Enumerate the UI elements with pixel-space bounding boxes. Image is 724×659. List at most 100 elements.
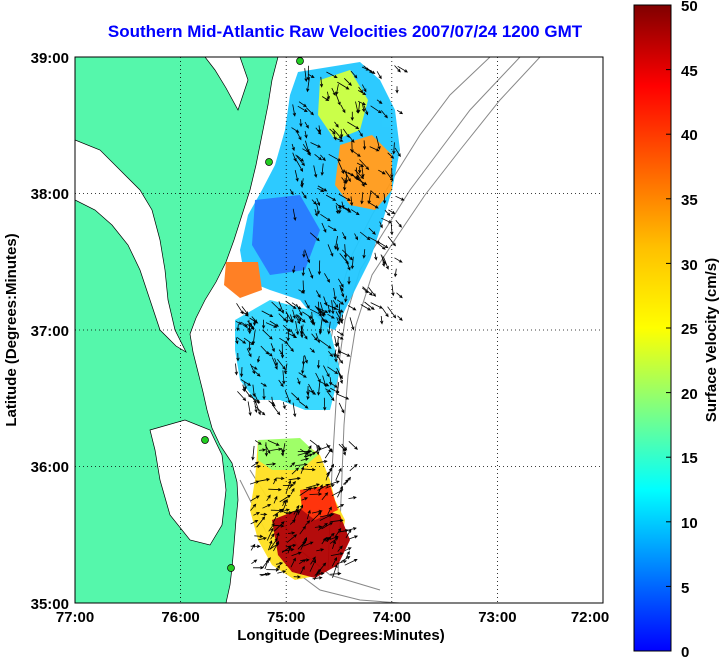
velocity-arrow	[381, 217, 393, 224]
velocity-arrow	[329, 128, 336, 135]
velocity-arrow	[314, 153, 323, 161]
y-tick-label: 37:00	[31, 323, 69, 340]
velocity-arrow	[343, 169, 351, 183]
velocity-arrow	[318, 380, 330, 387]
velocity-arrow	[376, 136, 381, 150]
velocity-arrow	[285, 311, 293, 323]
velocity-arrow	[316, 359, 321, 369]
velocity-arrow	[325, 532, 335, 542]
colorbar-tick-label: 15	[681, 450, 698, 467]
velocity-arrow	[325, 388, 332, 393]
velocity-arrow	[296, 303, 303, 317]
velocity-arrow	[347, 305, 357, 311]
velocity-arrow	[337, 370, 343, 380]
velocity-arrow	[335, 336, 340, 347]
velocity-arrow	[312, 318, 316, 326]
velocity-arrow	[359, 231, 371, 241]
velocity-arrow	[278, 379, 284, 388]
velocity-arrow	[242, 384, 246, 393]
velocity-arrow	[299, 525, 306, 535]
velocity-arrow	[344, 547, 352, 552]
y-tick-label: 36:00	[31, 459, 69, 476]
colorbar-tick-label: 5	[681, 580, 689, 597]
map-grid	[75, 57, 603, 603]
velocity-arrow	[254, 405, 266, 416]
velocity-arrow	[277, 358, 286, 370]
velocity-arrow	[331, 557, 337, 567]
velocity-arrow	[293, 504, 300, 515]
velocity-arrow	[287, 531, 296, 535]
velocity-arrow	[243, 337, 255, 346]
velocity-arrow	[260, 512, 268, 517]
velocity-arrow	[327, 321, 331, 335]
velocity-arrow	[330, 572, 342, 576]
velocity-arrow	[291, 392, 300, 401]
velocity-arrow	[236, 324, 240, 332]
velocity-arrow	[324, 273, 330, 283]
velocity-arrow	[326, 480, 340, 486]
station-marker	[265, 158, 273, 166]
velocity-arrow	[285, 480, 292, 494]
x-axis-label: Longitude (Degrees:Minutes)	[237, 627, 445, 644]
velocity-arrow	[358, 166, 362, 174]
velocity-arrow	[347, 172, 360, 181]
velocity-arrow	[321, 96, 330, 101]
velocity-arrow	[345, 528, 352, 539]
velocity-arrow	[296, 155, 304, 162]
velocity-arrow	[266, 494, 271, 502]
velocity-arrow	[395, 86, 399, 94]
velocity-arrow	[311, 511, 322, 522]
velocity-arrow	[292, 309, 296, 320]
velocity-arrow	[282, 499, 286, 507]
x-tick-label: 74:00	[373, 609, 411, 626]
velocity-arrow	[376, 99, 383, 104]
velocity-arrow	[320, 213, 331, 222]
velocity-arrow	[295, 462, 308, 467]
velocity-arrow	[261, 319, 266, 330]
velocity-arrow	[253, 512, 261, 516]
velocity-arrow	[297, 314, 306, 323]
velocity-arrow	[390, 222, 394, 236]
velocity-arrow	[249, 323, 254, 331]
velocity-arrow	[272, 405, 281, 416]
colorbar-tick-label: 35	[681, 192, 698, 209]
velocity-arrow	[273, 521, 285, 532]
velocity-arrow	[234, 363, 238, 376]
velocity-arrow	[376, 71, 382, 80]
velocity-arrow	[350, 70, 358, 79]
velocity-arrow	[328, 153, 342, 162]
velocity-arrow	[317, 260, 322, 276]
velocity-arrow	[303, 541, 314, 547]
y-axis-label: Latitude (Degrees:Minutes)	[3, 233, 20, 426]
velocity-arrow	[240, 379, 252, 386]
velocity-arrow	[330, 552, 344, 556]
velocity-arrow	[237, 391, 247, 402]
velocity-arrow	[364, 301, 375, 310]
colorbar-tick-label: 30	[681, 257, 698, 274]
velocity-arrow	[302, 311, 313, 319]
velocity-arrow	[317, 301, 321, 312]
velocity-arrow	[310, 556, 316, 565]
velocity-arrow	[369, 146, 380, 152]
velocity-arrow	[236, 337, 247, 344]
velocity-arrow	[384, 209, 391, 217]
velocity-arrow	[293, 509, 299, 522]
colorbar-scale	[633, 4, 672, 652]
velocity-arrow	[332, 564, 338, 578]
velocity-arrow	[318, 484, 323, 493]
velocity-arrow	[262, 388, 266, 401]
velocity-arrow	[292, 104, 296, 117]
velocity-arrow	[394, 147, 401, 158]
velocity-arrow	[274, 358, 278, 367]
velocity-arrow	[325, 471, 330, 481]
velocity-arrow	[288, 476, 301, 481]
velocity-arrow	[241, 306, 249, 316]
velocity-arrow	[273, 477, 277, 485]
velocity-arrow	[348, 496, 357, 500]
velocity-arrow	[250, 543, 256, 551]
velocity-arrow	[306, 509, 311, 520]
velocity-arrow	[246, 348, 252, 358]
velocity-arrow	[292, 265, 296, 274]
y-axis: 39:00 38:00 37:00 36:00 35:00 Latitude (…	[3, 50, 69, 613]
